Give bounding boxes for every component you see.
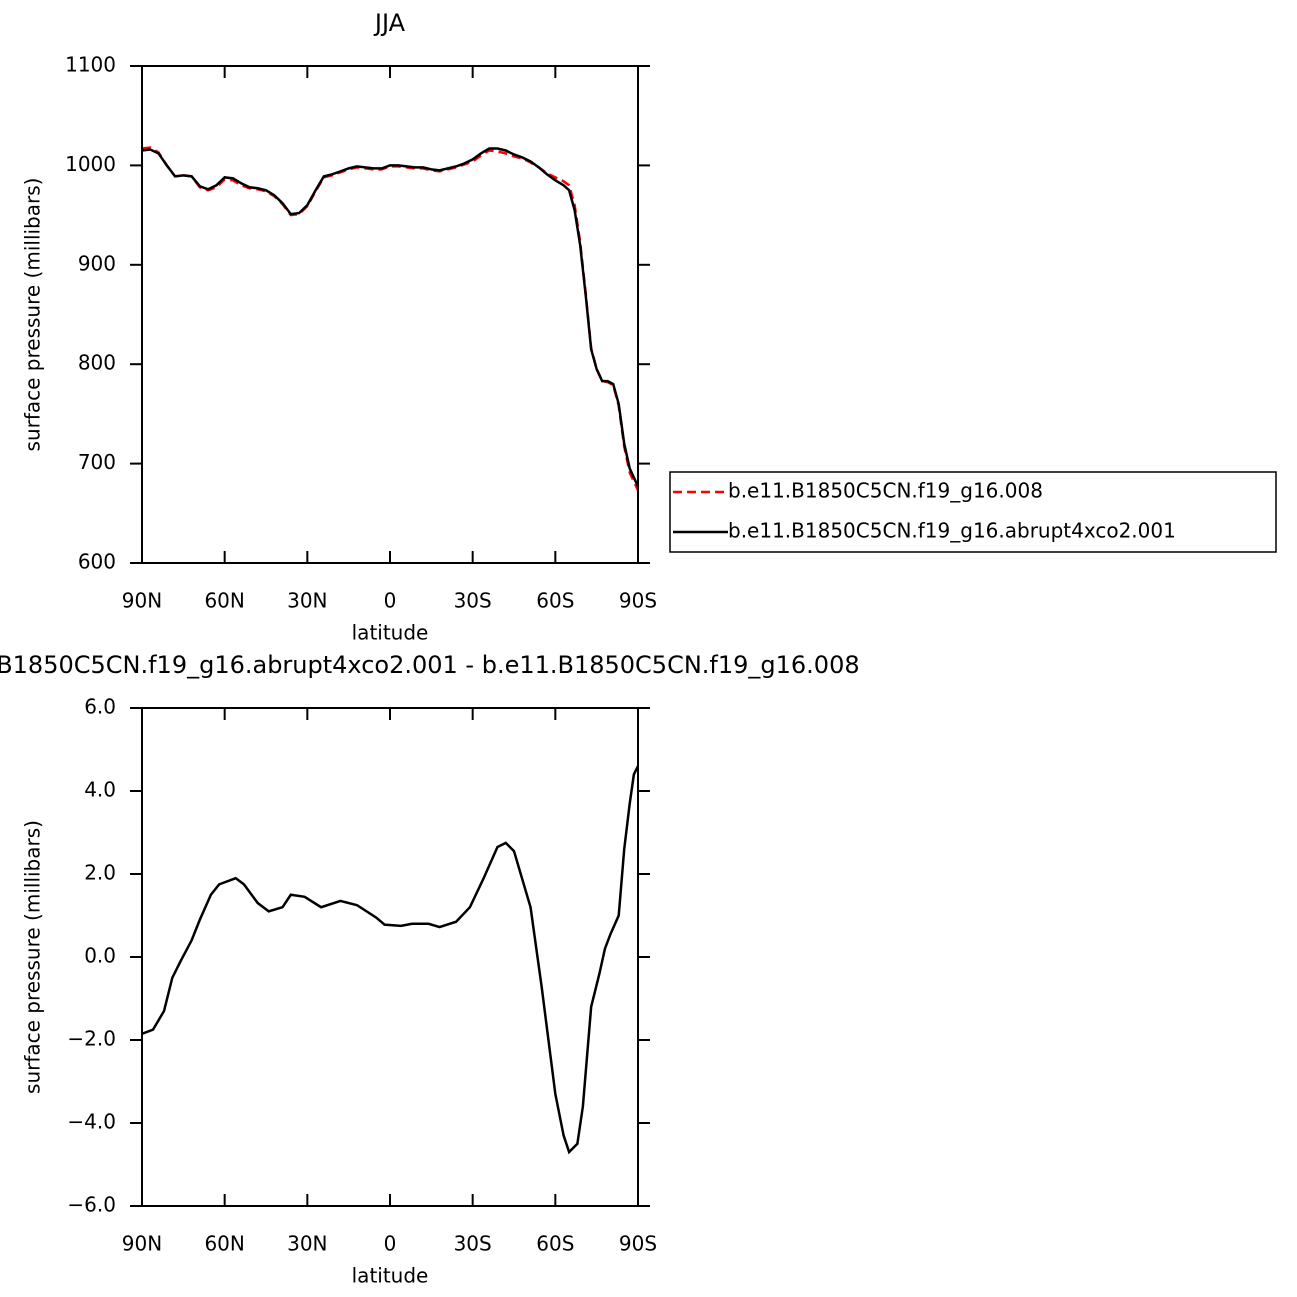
x-tick-label: 60N [204, 1232, 244, 1256]
y-tick-label: −2.0 [67, 1027, 116, 1051]
x-tick-label: 0 [384, 589, 397, 613]
data-line [141, 146, 640, 491]
y-tick-label: 600 [78, 550, 116, 574]
chart-title: JJA [373, 9, 406, 37]
y-tick-label: 0.0 [84, 944, 116, 968]
x-tick-label: 90S [619, 589, 657, 613]
y-axis-label: surface pressure (millibars) [21, 820, 45, 1094]
x-tick-label: 30N [287, 1232, 327, 1256]
y-tick-label: −4.0 [67, 1110, 116, 1134]
x-tick-label: 30S [454, 589, 492, 613]
x-tick-label: 60N [204, 589, 244, 613]
x-tick-label: 30S [454, 1232, 492, 1256]
y-tick-label: 4.0 [84, 778, 116, 802]
y-tick-label: 2.0 [84, 861, 116, 885]
chart-title: b.e11.B1850C5CN.f19_g16.abrupt4xco2.001 … [0, 651, 860, 679]
y-tick-label: −6.0 [67, 1193, 116, 1217]
x-tick-label: 0 [384, 1232, 397, 1256]
x-tick-label: 90N [122, 1232, 162, 1256]
plot-frame [141, 707, 639, 1207]
x-tick-label: 30N [287, 589, 327, 613]
x-tick-label: 60S [536, 589, 574, 613]
y-tick-label: 1100 [65, 53, 116, 77]
data-line [141, 765, 640, 1155]
x-axis-label: latitude [352, 1264, 429, 1288]
y-tick-label: 900 [78, 251, 116, 275]
y-tick-label: 1000 [65, 152, 116, 176]
legend-box [669, 471, 1277, 553]
x-tick-label: 90S [619, 1232, 657, 1256]
x-axis-label: latitude [352, 621, 429, 645]
x-tick-label: 60S [536, 1232, 574, 1256]
legend-label: b.e11.B1850C5CN.f19_g16.008 [728, 479, 1043, 503]
data-line [141, 147, 640, 487]
y-axis-label: surface pressure (millibars) [21, 178, 45, 452]
x-tick-label: 90N [122, 589, 162, 613]
legend-label: b.e11.B1850C5CN.f19_g16.abrupt4xco2.001 [728, 519, 1176, 543]
y-tick-label: 800 [78, 351, 116, 375]
y-tick-label: 6.0 [84, 695, 116, 719]
y-tick-label: 700 [78, 450, 116, 474]
plot-frame [141, 65, 639, 564]
